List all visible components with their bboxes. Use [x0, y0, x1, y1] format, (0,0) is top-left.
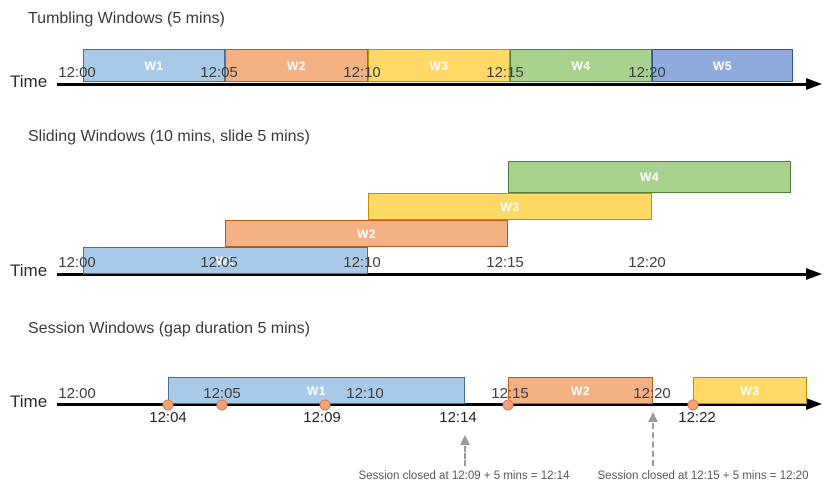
session-window-w3: W3 — [693, 377, 807, 404]
tumbling-window-w4: W4 — [510, 49, 652, 82]
session-event-dot — [216, 399, 228, 411]
session-event-dot — [502, 399, 514, 411]
session-timeline-arrow-icon — [806, 398, 822, 410]
session-event-dot — [319, 399, 331, 411]
sliding-tick-12-05: 12:05 — [200, 254, 238, 271]
sliding-timeline-arrow-icon — [806, 268, 822, 280]
tumbling-window-w5: W5 — [652, 49, 793, 82]
sliding-window-w1: W1 — [83, 247, 368, 274]
session-event-dot — [687, 399, 699, 411]
tumbling-window-w2: W2 — [225, 49, 368, 82]
tumbling-tick-12-20: 12:20 — [628, 64, 666, 81]
tumbling-timeline-arrow-icon — [806, 78, 822, 90]
window-label: W3 — [740, 383, 760, 398]
sliding-tick-12-20: 12:20 — [628, 254, 666, 271]
window-label: W1 — [307, 383, 326, 398]
session-closed-arrow-line — [464, 446, 466, 466]
sliding-time-label: Time — [10, 261, 48, 280]
window-label: W2 — [571, 383, 590, 398]
session-event-label-12-09: 12:09 — [303, 409, 341, 426]
window-label: W2 — [357, 226, 376, 241]
session-annotation-1: Session closed at 12:09 + 5 mins = 12:14 — [358, 470, 570, 482]
session-closed-arrow-line — [652, 423, 654, 466]
sliding-tick-12-10: 12:10 — [343, 254, 381, 271]
session-annotation-2: Session closed at 12:15 + 5 mins = 12:20 — [597, 470, 809, 482]
window-label: W3 — [500, 199, 520, 214]
session-timeline — [57, 403, 809, 406]
session-window-w2: W2 — [508, 377, 653, 404]
session-time-label: Time — [10, 392, 48, 411]
session-event-label-12-14: 12:14 — [439, 409, 477, 426]
sliding-window-w2: W2 — [225, 220, 508, 247]
session-window-w1: W1 — [168, 377, 465, 404]
window-label: W4 — [571, 58, 591, 73]
sliding-title: Sliding Windows (10 mins, slide 5 mins) — [28, 128, 310, 145]
window-label: W5 — [713, 58, 732, 73]
session-closed-arrow-icon — [648, 412, 658, 422]
session-event-label-12-22: 12:22 — [678, 409, 716, 426]
tumbling-window-w1: W1 — [83, 49, 225, 82]
tumbling-tick-12-10: 12:10 — [343, 64, 381, 81]
window-label: W4 — [640, 170, 659, 184]
session-closed-arrow-icon — [460, 435, 470, 445]
session-tick-12-15: 12:15 — [491, 385, 529, 402]
window-label: W1 — [144, 58, 164, 73]
window-label: W2 — [287, 58, 306, 73]
session-tick-12-05: 12:05 — [203, 385, 241, 402]
tumbling-time-label: Time — [10, 72, 48, 91]
tumbling-title: Tumbling Windows (5 mins) — [28, 10, 225, 27]
tumbling-tick-12-15: 12:15 — [486, 64, 524, 81]
window-label: W3 — [429, 58, 449, 73]
session-tick-12-10: 12:10 — [346, 385, 384, 402]
session-event-dot — [162, 399, 174, 411]
tumbling-tick-12-00: 12:00 — [58, 64, 96, 81]
session-tick-12-00: 12:00 — [58, 385, 96, 402]
tumbling-tick-12-05: 12:05 — [200, 64, 238, 81]
tumbling-window-w3: W3 — [368, 49, 510, 82]
sliding-tick-12-00: 12:00 — [58, 254, 96, 271]
session-tick-12-20: 12:20 — [633, 385, 671, 402]
sliding-timeline — [57, 273, 809, 276]
sliding-tick-12-15: 12:15 — [486, 254, 524, 271]
session-title: Session Windows (gap duration 5 mins) — [28, 320, 310, 337]
tumbling-timeline — [57, 83, 809, 86]
sliding-window-w3: W3 — [368, 193, 652, 220]
session-event-label-12-04: 12:04 — [149, 409, 187, 426]
sliding-window-w4: W4 — [508, 161, 791, 193]
window-label: W1 — [216, 253, 235, 268]
